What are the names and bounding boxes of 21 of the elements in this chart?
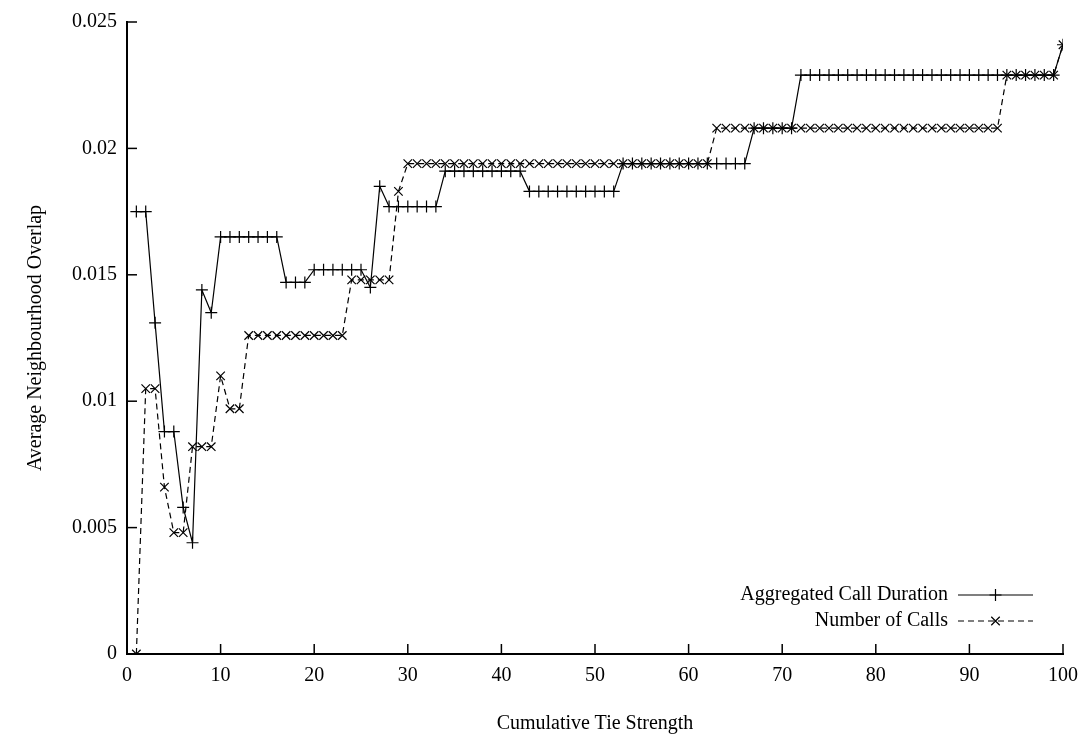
x-tick-label: 50 <box>585 663 605 686</box>
x-tick-label: 30 <box>397 663 418 686</box>
x-tick-label: 20 <box>304 663 325 686</box>
y-tick-label: 0.025 <box>72 9 117 32</box>
y-tick-label: 0.015 <box>72 262 117 285</box>
x-tick-label: 60 <box>678 663 699 686</box>
x-tick-label: 80 <box>865 663 886 686</box>
y-axis-title: Average Neighbourhood Overlap <box>23 204 47 472</box>
legend-label: Number of Calls <box>814 608 949 631</box>
x-tick-label: 0 <box>122 663 132 686</box>
y-tick-label: 0.01 <box>82 388 117 411</box>
legend-label: Aggregated Call Duration <box>740 582 948 606</box>
x-axis-title: Cumulative Tie Strength <box>496 711 694 735</box>
y-tick-label: 0.02 <box>82 135 117 158</box>
x-tick-label: 90 <box>959 663 980 686</box>
x-tick-label: 10 <box>210 663 231 686</box>
y-tick-label: 0 <box>107 641 117 664</box>
x-tick-label: 70 <box>772 663 793 686</box>
x-tick-label: 100 <box>1048 663 1078 686</box>
y-tick-label: 0.005 <box>72 514 117 537</box>
x-tick-label: 40 <box>491 663 512 686</box>
